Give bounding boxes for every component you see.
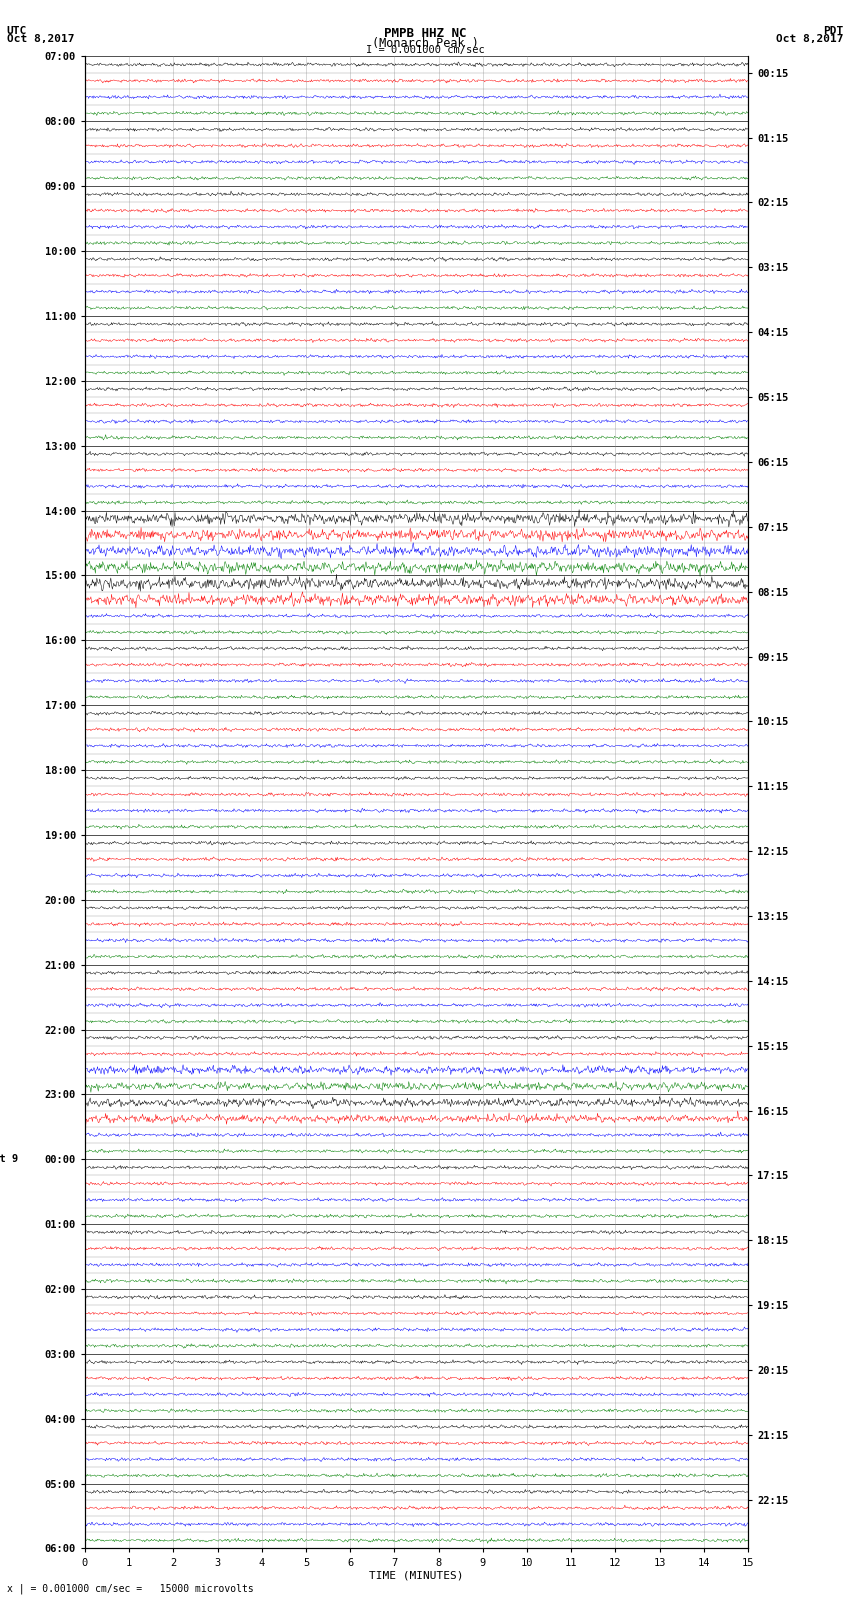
Text: Oct 8,2017: Oct 8,2017 [7, 34, 74, 44]
Text: Oct 9: Oct 9 [0, 1155, 19, 1165]
Text: Oct 8,2017: Oct 8,2017 [776, 34, 843, 44]
X-axis label: TIME (MINUTES): TIME (MINUTES) [369, 1571, 464, 1581]
Text: (Monarch Peak ): (Monarch Peak ) [371, 37, 479, 50]
Text: x | = 0.001000 cm/sec =   15000 microvolts: x | = 0.001000 cm/sec = 15000 microvolts [7, 1582, 253, 1594]
Text: I = 0.001000 cm/sec: I = 0.001000 cm/sec [366, 45, 484, 55]
Text: UTC: UTC [7, 26, 27, 35]
Text: PMPB HHZ NC: PMPB HHZ NC [383, 27, 467, 40]
Text: PDT: PDT [823, 26, 843, 35]
